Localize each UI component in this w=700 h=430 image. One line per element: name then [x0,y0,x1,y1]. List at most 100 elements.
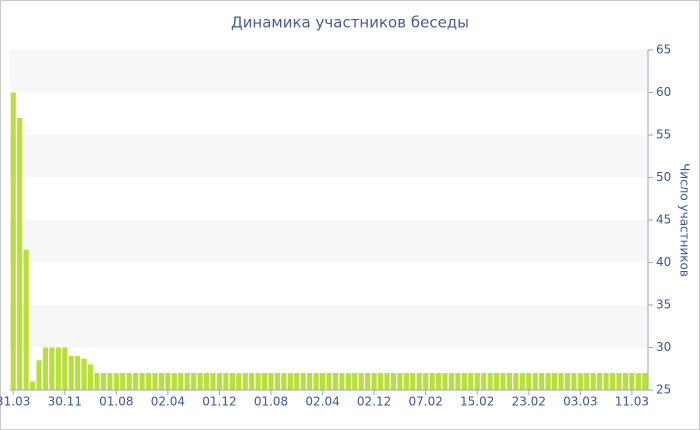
bar [390,373,397,390]
bar [62,347,68,390]
y-tick-label: 50 [656,170,671,184]
y-tick-label: 35 [656,298,671,312]
bar [493,373,500,390]
bar [500,373,506,390]
bar [622,373,629,390]
bar [506,373,513,390]
x-tick-label: 31.03 [0,395,30,409]
bar [178,373,184,390]
bar [55,347,61,390]
bar [120,373,126,390]
bar [461,373,467,390]
bar [152,373,158,390]
bar [629,373,635,390]
x-tick-label: 11.03 [615,395,649,409]
bar [42,347,49,390]
grid-band [10,305,648,348]
bar [397,373,403,390]
bar [377,373,384,390]
bar [165,373,171,390]
bar [513,373,519,390]
bar [29,381,36,390]
bar [294,373,300,390]
bar [17,118,23,390]
bar [642,373,648,390]
bar [526,373,532,390]
bar [410,373,416,390]
bar [352,373,358,390]
bar [558,373,564,390]
bar [416,373,422,390]
bar [242,373,248,390]
bar [274,373,281,390]
bar [384,373,390,390]
y-tick-label: 25 [656,383,671,397]
bar [261,373,268,390]
bar [358,373,364,390]
bar [210,373,216,390]
bar [158,373,165,390]
bar [145,373,152,390]
bar [571,373,577,390]
bar [126,373,132,390]
bar [603,373,609,390]
bar [564,373,571,390]
bar [487,373,493,390]
bar [229,373,235,390]
x-tick-label: 30.11 [48,395,82,409]
bar [319,373,326,390]
bar [429,373,435,390]
bar [545,373,551,390]
x-tick-label: 03.03 [563,395,597,409]
bar [551,373,558,390]
bar [577,373,583,390]
y-tick-label: 40 [656,255,671,269]
bar [481,373,487,390]
x-tick-label: 01.12 [202,395,236,409]
bar [223,373,229,390]
bar [139,373,145,390]
bar [539,373,545,390]
bar [532,373,538,390]
bar [100,373,107,390]
bar [113,373,119,390]
bar [107,373,113,390]
bar [435,373,442,390]
y-axis-label: Число участников [678,163,692,277]
x-tick-label: 23.02 [512,395,546,409]
bar [133,373,139,390]
bar [287,373,293,390]
bar [300,373,306,390]
chart-title: Динамика участников беседы [231,14,469,32]
bar [519,373,525,390]
bar [191,373,197,390]
bar [75,356,81,390]
x-tick-label: 01.08 [254,395,288,409]
bar [313,373,319,390]
bar [94,373,100,390]
bar [281,373,287,390]
bar [616,373,622,390]
grid-band [10,220,648,263]
y-tick-label: 55 [656,128,671,142]
bar [184,373,190,390]
y-tick-label: 65 [656,43,671,57]
y-tick-label: 60 [656,85,671,99]
bar [171,373,177,390]
bar [455,373,461,390]
x-tick-label: 01.08 [99,395,133,409]
bar [203,373,210,390]
bar [365,373,371,390]
bar [87,364,94,390]
bar [590,373,596,390]
bar [468,373,474,390]
bar [68,356,74,390]
bar [635,373,641,390]
bar [474,373,480,390]
bar [326,373,332,390]
bar [371,373,377,390]
bar [339,373,345,390]
bar [10,92,16,390]
bar [332,373,339,390]
y-tick-label: 45 [656,213,671,227]
